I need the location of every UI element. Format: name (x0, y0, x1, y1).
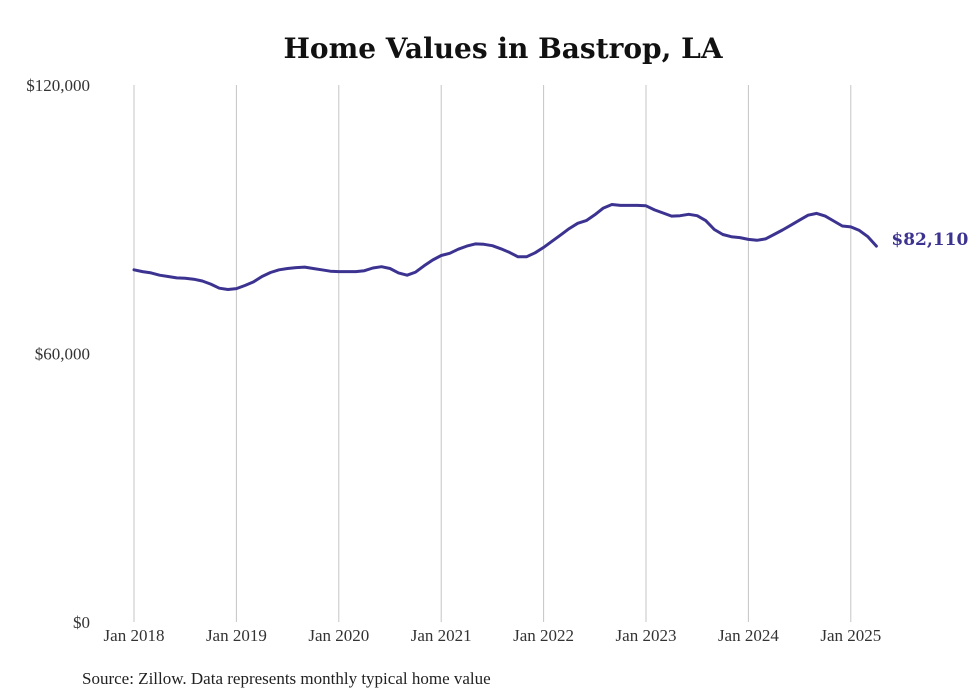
x-tick-label: Jan 2023 (616, 626, 677, 645)
x-tick-label: Jan 2020 (308, 626, 369, 645)
chart-title: Home Values in Bastrop, LA (283, 32, 723, 65)
x-tick-label: Jan 2018 (104, 626, 165, 645)
x-tick-label: Jan 2019 (206, 626, 267, 645)
x-tick-label: Jan 2025 (820, 626, 881, 645)
y-tick-label: $120,000 (26, 76, 90, 95)
x-tick-label: Jan 2021 (411, 626, 472, 645)
end-value-label: $82,110 (891, 230, 968, 250)
x-axis-ticks: Jan 2018 Jan 2019 Jan 2020 Jan 2021 Jan 2022… (104, 626, 882, 645)
home-value-line (132, 203, 878, 291)
vertical-gridlines (133, 85, 852, 622)
x-tick-label: Jan 2022 (513, 626, 574, 645)
y-tick-label: $0 (73, 613, 90, 632)
y-tick-label: $60,000 (35, 345, 90, 364)
y-axis-ticks: $0 $60,000 $120,000 (26, 76, 90, 632)
x-tick-label: Jan 2024 (718, 626, 779, 645)
source-note: Source: Zillow. Data represents monthly … (82, 669, 491, 688)
